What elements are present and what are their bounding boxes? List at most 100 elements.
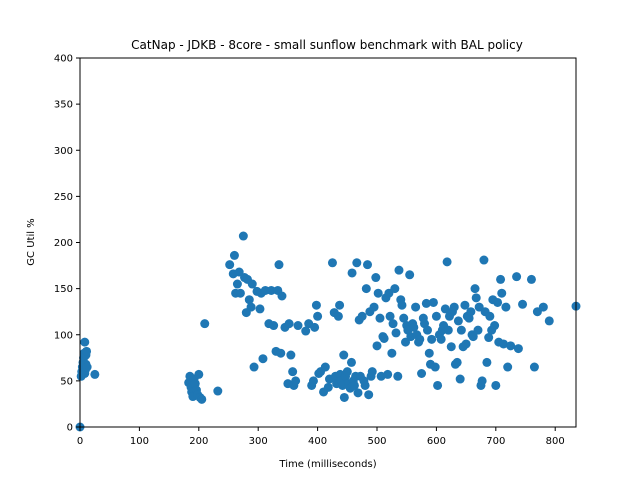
data-point	[506, 341, 516, 351]
data-point	[360, 380, 370, 390]
data-point	[456, 325, 466, 335]
data-point	[353, 388, 363, 398]
data-point	[493, 297, 503, 307]
data-point	[342, 367, 352, 377]
data-point	[421, 298, 431, 308]
data-point	[544, 316, 554, 326]
data-point	[405, 270, 415, 280]
data-point	[347, 268, 357, 278]
data-point	[255, 304, 265, 314]
data-point	[501, 302, 511, 312]
data-point	[424, 348, 434, 358]
data-point	[466, 307, 476, 317]
data-point	[301, 326, 311, 336]
y-axis-ticks: 0 50 100 150 200 250 300 350 400	[54, 54, 80, 434]
data-point	[497, 288, 507, 298]
plot-frame	[79, 57, 577, 428]
data-point	[503, 362, 513, 372]
x-tick-label: 800	[546, 436, 565, 447]
data-point	[266, 285, 276, 295]
data-point	[399, 313, 409, 323]
data-point	[80, 337, 90, 347]
data-point	[232, 279, 242, 289]
data-point	[346, 357, 356, 367]
points-layer	[75, 231, 581, 432]
data-point	[443, 325, 453, 335]
data-point	[284, 319, 294, 329]
data-point	[327, 258, 337, 268]
data-point	[397, 300, 407, 310]
data-point	[361, 284, 371, 294]
data-point	[422, 325, 432, 335]
data-point	[363, 260, 373, 270]
data-point	[352, 258, 362, 268]
data-point	[391, 328, 401, 338]
data-point	[460, 300, 470, 310]
data-point	[276, 348, 286, 358]
y-tick-label: 300	[54, 146, 73, 157]
data-point	[383, 369, 393, 379]
x-tick-label: 300	[249, 436, 268, 447]
data-point	[430, 362, 440, 372]
data-point	[461, 339, 471, 349]
data-point	[428, 297, 438, 307]
data-point	[518, 299, 528, 309]
data-point	[393, 371, 403, 381]
data-point	[529, 362, 539, 372]
data-point	[371, 273, 381, 283]
data-point	[484, 333, 494, 343]
data-point	[213, 386, 223, 396]
data-point	[415, 334, 425, 344]
data-point	[200, 319, 210, 329]
y-tick-label: 100	[54, 330, 73, 341]
data-point	[473, 325, 483, 335]
data-point	[477, 376, 487, 386]
data-point	[313, 311, 323, 321]
data-point	[258, 354, 268, 364]
data-point	[485, 311, 495, 321]
data-point	[349, 380, 359, 390]
data-point	[417, 368, 427, 378]
data-point	[388, 319, 398, 329]
data-point	[320, 362, 330, 372]
x-tick-label: 400	[308, 436, 327, 447]
data-point	[375, 313, 385, 323]
data-point	[235, 288, 245, 298]
data-point	[409, 322, 419, 332]
data-point	[394, 265, 404, 275]
x-tick-label: 200	[189, 436, 208, 447]
data-point	[491, 380, 501, 390]
data-point	[471, 293, 481, 303]
data-point	[512, 272, 522, 282]
data-point	[470, 284, 480, 294]
data-point	[323, 382, 333, 392]
y-tick-label: 200	[54, 238, 73, 249]
data-point	[373, 288, 383, 298]
data-point	[513, 344, 523, 354]
data-point	[526, 274, 536, 284]
data-point	[286, 350, 296, 360]
data-point	[229, 250, 239, 260]
data-point	[372, 341, 382, 351]
x-tick-label: 600	[427, 436, 446, 447]
data-point	[449, 302, 459, 312]
data-point	[244, 295, 254, 305]
y-tick-label: 150	[54, 284, 73, 295]
x-tick-label: 500	[367, 436, 386, 447]
data-point	[379, 333, 389, 343]
data-point	[369, 302, 379, 312]
data-point	[442, 257, 452, 267]
data-point	[453, 316, 463, 326]
data-point	[291, 376, 301, 386]
data-point	[82, 362, 92, 372]
data-point	[479, 255, 489, 265]
data-point	[339, 392, 349, 402]
data-point	[436, 334, 446, 344]
x-tick-label: 0	[77, 436, 83, 447]
data-point	[357, 311, 367, 321]
data-point	[390, 284, 400, 294]
data-point	[293, 321, 303, 331]
data-point	[277, 291, 287, 301]
data-point	[401, 337, 411, 347]
